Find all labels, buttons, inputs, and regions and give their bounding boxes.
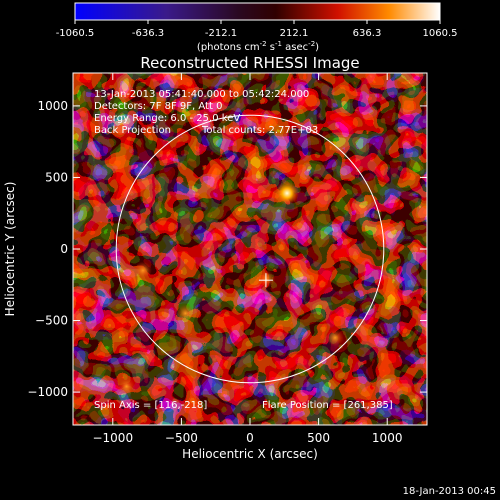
chart-title: Reconstructed RHESSI Image xyxy=(140,54,359,72)
y-axis-label: Heliocentric Y (arcsec) xyxy=(3,182,17,317)
y-tick-label: −1000 xyxy=(27,385,68,399)
x-tick-label: 1000 xyxy=(372,431,403,445)
y-tick-label: 0 xyxy=(60,242,68,256)
y-tick-label: 1000 xyxy=(37,99,68,113)
annotation-total-counts: Total counts: 2.77E+03 xyxy=(201,125,318,136)
colorbar-tick-label: -212.1 xyxy=(205,28,237,39)
x-tick-label: 0 xyxy=(246,431,254,445)
emission-blob xyxy=(117,377,136,396)
annotation-method: Back Projection xyxy=(94,125,171,136)
colorbar-tick-label: -636.3 xyxy=(132,28,164,39)
x-tick-label: −500 xyxy=(165,431,198,445)
colorbar-tick-label: 212.1 xyxy=(280,28,309,39)
flare-position-marker xyxy=(258,273,273,288)
annotation-detectors: Detectors: 7F 8F 9F, Att 0 xyxy=(94,101,222,112)
colorbar xyxy=(74,2,441,21)
annotation-time-range: 13-Jan-2013 05:41:40.000 to 05:42:24.000 xyxy=(94,89,309,100)
x-tick-label: −1000 xyxy=(92,431,133,445)
annotation-energy-range: Energy Range: 6.0 - 25.0 keV xyxy=(94,113,240,124)
colorbar-tick-label: 636.3 xyxy=(353,28,382,39)
emission-blob xyxy=(326,328,345,347)
colorbar-unit-label: (photons cm-2 s-1 asec-2) xyxy=(197,40,319,53)
colorbar-ticks: -1060.5 -636.3 -212.1 212.1 636.3 1060.5 xyxy=(56,20,458,39)
emission-blobs xyxy=(117,181,345,396)
emission-blob xyxy=(176,304,195,323)
image-area xyxy=(73,73,427,425)
emission-blob xyxy=(133,261,152,280)
footer-date: 18-Jan-2013 00:45 xyxy=(403,486,496,497)
bright-source-blob xyxy=(275,181,300,206)
solar-limb-circle xyxy=(115,114,385,384)
y-tick-label: −500 xyxy=(35,314,68,328)
emission-blob xyxy=(257,270,276,289)
x-tick-label: 500 xyxy=(307,431,330,445)
colorbar-tick-label: -1060.5 xyxy=(56,28,95,39)
x-axis-label: Heliocentric X (arcsec) xyxy=(182,447,318,461)
annotation-spin-axis: Spin Axis = [116,-218] xyxy=(94,400,207,411)
y-axis-ticks: −1000 −500 0 500 1000 xyxy=(27,99,427,399)
colorbar-tick-label: 1060.5 xyxy=(423,28,458,39)
x-axis-ticks: −1000 −500 0 500 1000 xyxy=(92,73,402,445)
annotation-flare-position: Flare Position = [261,385] xyxy=(262,400,393,411)
y-tick-label: 500 xyxy=(45,170,68,184)
